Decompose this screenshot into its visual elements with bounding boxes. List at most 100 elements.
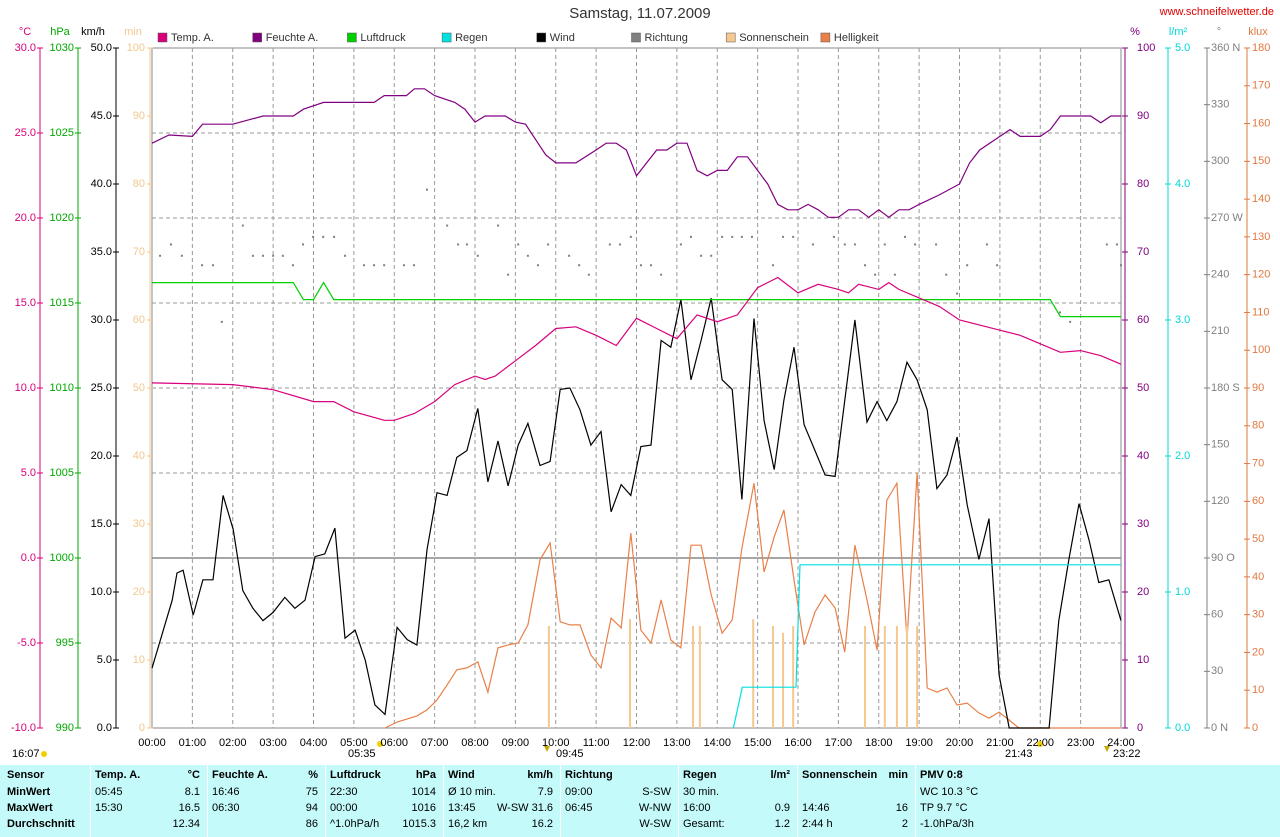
y-tick-label: 110	[1252, 306, 1270, 318]
sunset-icon	[1037, 741, 1043, 747]
x-tick-label: 08:00	[461, 737, 489, 749]
y-tick-label: 25.0	[91, 382, 112, 394]
y-tick-label: 80	[1252, 420, 1264, 432]
y-tick-label: 270 W	[1211, 212, 1243, 224]
y-tick-label: 20.0	[15, 212, 36, 224]
direction-dot	[721, 235, 724, 238]
y-tick-label: -10.0	[11, 722, 36, 734]
y-tick-label: 160	[1252, 117, 1270, 129]
y-tick-label: 60	[1211, 609, 1223, 621]
x-tick-label: 20:00	[946, 737, 974, 749]
y-tick-label: 120	[1211, 495, 1229, 507]
y-tick-label: 0.0	[1175, 722, 1190, 734]
y-tick-label: 30.0	[91, 314, 112, 326]
cell-left: Ø 10 min.	[448, 786, 496, 798]
cell-right: W-NW	[638, 802, 671, 814]
column-separator	[915, 765, 916, 837]
source: www.schneifelwetter.de	[1159, 6, 1274, 18]
cell-right: 94	[305, 802, 318, 814]
direction-dot	[251, 254, 254, 257]
x-tick-label: 04:00	[300, 737, 328, 749]
x-tick-label: 24:00	[1107, 737, 1135, 749]
legend-swatch	[725, 32, 736, 43]
x-tick-label: 12:00	[623, 737, 651, 749]
sunshine-bar	[883, 626, 886, 728]
y-tick-label: 20	[1137, 586, 1149, 598]
axis-unit: min	[124, 26, 142, 38]
y-tick-label: 180 S	[1211, 382, 1240, 394]
column-separator	[443, 765, 444, 837]
direction-dot	[740, 235, 743, 238]
direction-dot	[792, 235, 795, 238]
series-line	[152, 281, 1121, 318]
y-tick-label: 10.0	[91, 586, 112, 598]
y-tick-label: 170	[1252, 80, 1270, 92]
y-tick-label: 70	[133, 246, 145, 258]
direction-dot	[710, 254, 713, 257]
axis-unit: hPa	[50, 26, 70, 38]
y-tick-label: 20	[1252, 646, 1264, 658]
column-title: Temp. A.	[95, 769, 141, 781]
direction-dot	[578, 264, 581, 267]
cell-right: 86	[305, 818, 318, 830]
direction-dot	[1120, 264, 1122, 267]
cell-right: 1016	[411, 802, 436, 814]
cell-left: 22:30	[330, 786, 358, 798]
cell-left: 05:45	[95, 786, 123, 798]
column-title: PMV 0:8	[920, 769, 963, 781]
x-tick-label: 15:00	[744, 737, 772, 749]
y-tick-label: 15.0	[91, 518, 112, 530]
cell-left: 06:30	[212, 802, 240, 814]
x-tick-label: 17:00	[825, 737, 853, 749]
column-title: Sonnenschein	[802, 769, 878, 781]
table-header: Sensor	[7, 769, 45, 781]
cell-left: -1.0hPa/3h	[920, 818, 974, 830]
column-title: Richtung	[565, 769, 613, 781]
axis-unit: klux	[1248, 26, 1268, 38]
cell-left: 14:46	[802, 802, 830, 814]
x-tick-label: 06:00	[380, 737, 408, 749]
legend-label: Wind	[550, 32, 575, 44]
annotation: 05:35	[348, 748, 376, 760]
y-tick-label: 100	[1252, 344, 1270, 356]
y-tick-label: 60	[133, 314, 145, 326]
direction-dot	[893, 273, 896, 276]
direction-dot	[507, 273, 510, 276]
y-tick-label: 30	[1137, 518, 1149, 530]
sunshine-bar	[771, 626, 774, 728]
y-tick-label: 0	[139, 722, 145, 734]
x-tick-label: 11:00	[583, 737, 610, 749]
legend-label: Luftdruck	[360, 32, 406, 44]
direction-dot	[362, 264, 365, 267]
direction-dot	[383, 264, 386, 267]
sunshine-bar	[752, 619, 755, 728]
y-tick-label: 990	[56, 722, 74, 734]
cell-left: TP 9.7 °C	[920, 802, 968, 814]
sunshine-bar	[906, 626, 909, 728]
y-tick-label: 1000	[50, 552, 74, 564]
column-separator	[325, 765, 326, 837]
legend-swatch	[347, 32, 357, 43]
y-tick-label: 1005	[50, 467, 74, 479]
direction-dot	[402, 264, 405, 267]
cell-right: 1015.3	[402, 818, 436, 830]
cell-right: S-SW	[642, 786, 671, 798]
y-tick-label: 50	[1137, 382, 1149, 394]
chart-title: Samstag, 11.07.2009	[569, 5, 711, 22]
row-label: Durchschnitt	[7, 818, 75, 830]
direction-dot	[874, 273, 877, 276]
column-title: Feuchte A.	[212, 769, 268, 781]
x-tick-label: 09:00	[502, 737, 530, 749]
y-tick-label: 40.0	[91, 178, 112, 190]
cell-left: 15:30	[95, 802, 123, 814]
y-tick-label: 100	[1137, 42, 1155, 54]
y-tick-label: 0 N	[1211, 722, 1228, 734]
annotation: 09:45	[556, 748, 584, 760]
direction-dot	[333, 235, 336, 238]
series-line	[151, 276, 1122, 421]
y-tick-label: 3.0	[1175, 314, 1190, 326]
direction-dot	[660, 273, 663, 276]
direction-dot	[966, 264, 969, 267]
direction-dot	[457, 243, 460, 246]
